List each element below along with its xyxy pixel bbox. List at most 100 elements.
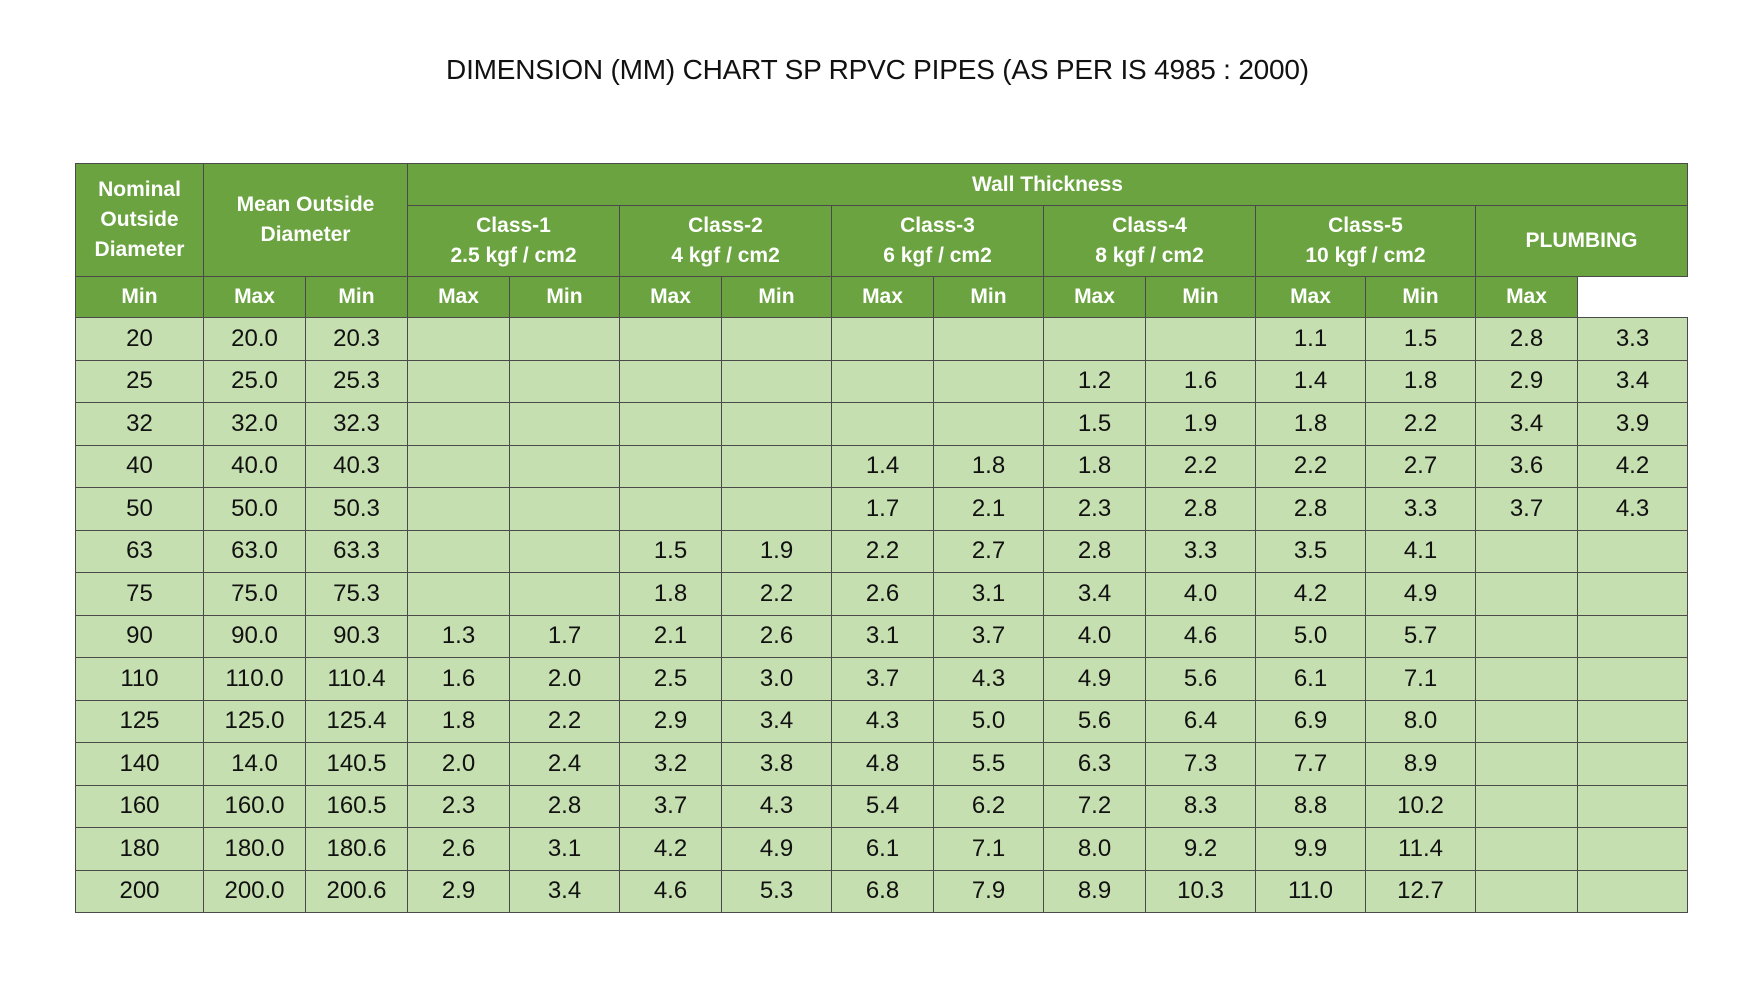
table-cell: 3.4 [1577, 359, 1688, 403]
table-cell: 75.3 [305, 572, 408, 616]
table-cell: 110.4 [305, 657, 408, 701]
table-cell: 3.2 [619, 742, 722, 786]
table-cell: 6.8 [831, 869, 934, 913]
table-cell: 1.5 [1365, 317, 1476, 361]
class-name: Class-5 [1328, 214, 1403, 237]
table-cell [509, 487, 620, 531]
table-cell: 1.8 [1043, 444, 1146, 488]
table-cell: 3.1 [509, 827, 620, 871]
table-body: 20 20.0 20.3 1.1 1.5 2.8 3.3 25 25.0 25.3 1.2 1.6 1.… [75, 317, 1688, 913]
table-cell: 4.3 [933, 657, 1044, 701]
table-cell: 200.6 [305, 869, 408, 913]
table-cell: 8.0 [1365, 699, 1476, 743]
header-max: Max [407, 276, 510, 318]
table-cell [509, 444, 620, 488]
class-name: Class-2 [688, 214, 763, 237]
table-row: 125 125.0 125.4 1.8 2.2 2.9 3.4 4.3 5.0 5.6 6.4 6.9… [75, 699, 1688, 743]
table-cell: 40.3 [305, 444, 408, 488]
table-cell [831, 317, 934, 361]
header-max: Max [831, 276, 934, 318]
table-cell: 3.1 [933, 572, 1044, 616]
table-cell: 9.9 [1255, 827, 1366, 871]
table-cell: 1.8 [407, 699, 510, 743]
table-cell: 125.0 [203, 699, 306, 743]
header-mean-line: Diameter [260, 223, 351, 246]
table-cell: 2.8 [509, 784, 620, 828]
nominal-diameter-cell: 20 [75, 317, 204, 361]
table-row: 160 160.0 160.5 2.3 2.8 3.7 4.3 5.4 6.2 7.2 8.3 8.8… [75, 784, 1688, 828]
table-cell: 3.4 [721, 699, 832, 743]
table-cell: 8.9 [1043, 869, 1146, 913]
table-cell [721, 359, 832, 403]
table-cell: 50.0 [203, 487, 306, 531]
table-cell: 1.3 [407, 614, 510, 658]
table-cell: 3.7 [933, 614, 1044, 658]
table-cell [1577, 869, 1688, 913]
table-cell [509, 529, 620, 573]
header-max: Max [1475, 276, 1578, 318]
class-pressure: 2.5 kgf / cm2 [450, 244, 577, 267]
header-class-2: Class-2 4 kgf / cm2 [619, 205, 832, 277]
table-row: 140 14.0 140.5 2.0 2.4 3.2 3.8 4.8 5.5 6.3 7.3 7.7 8… [75, 742, 1688, 786]
header-nominal-line: Outside [100, 208, 179, 231]
table-cell: 5.0 [1255, 614, 1366, 658]
table-cell: 90.0 [203, 614, 306, 658]
table-cell: 4.1 [1365, 529, 1476, 573]
header-nominal-line: Nominal [98, 178, 181, 201]
table-cell [509, 572, 620, 616]
table-cell [1577, 657, 1688, 701]
table-cell: 2.7 [1365, 444, 1476, 488]
table-cell: 9.2 [1145, 827, 1256, 871]
table-cell: 1.9 [1145, 402, 1256, 446]
table-cell: 1.5 [619, 529, 722, 573]
table-cell: 3.7 [1475, 487, 1578, 531]
table-cell [407, 487, 510, 531]
table-cell: 2.3 [407, 784, 510, 828]
table-cell: 4.9 [1365, 572, 1476, 616]
table-cell: 1.8 [619, 572, 722, 616]
table-cell: 140.5 [305, 742, 408, 786]
table-cell: 3.7 [831, 657, 934, 701]
dimension-table: Nominal Outside Diameter Mean Outside Di… [75, 163, 1688, 913]
table-cell: 2.1 [933, 487, 1044, 531]
table-cell: 7.7 [1255, 742, 1366, 786]
table-cell: 3.7 [619, 784, 722, 828]
table-cell [619, 487, 722, 531]
table-cell: 5.4 [831, 784, 934, 828]
table-cell: 3.6 [1475, 444, 1578, 488]
table-cell: 5.3 [721, 869, 832, 913]
table-cell [1577, 784, 1688, 828]
table-cell: 1.7 [509, 614, 620, 658]
table-cell: 2.6 [721, 614, 832, 658]
nominal-diameter-cell: 200 [75, 869, 204, 913]
table-cell: 1.8 [1365, 359, 1476, 403]
table-cell [1577, 529, 1688, 573]
table-cell [933, 402, 1044, 446]
table-cell: 2.3 [1043, 487, 1146, 531]
table-row: 180 180.0 180.6 2.6 3.1 4.2 4.9 6.1 7.1 8.0 9.2 9.9… [75, 827, 1688, 871]
nominal-diameter-cell: 25 [75, 359, 204, 403]
table-cell [619, 402, 722, 446]
table-cell [1145, 317, 1256, 361]
table-cell [619, 444, 722, 488]
table-cell: 3.4 [509, 869, 620, 913]
table-cell: 1.4 [831, 444, 934, 488]
table-cell: 10.2 [1365, 784, 1476, 828]
table-cell [721, 487, 832, 531]
table-cell: 6.2 [933, 784, 1044, 828]
table-cell [831, 402, 934, 446]
header-nominal-line: Diameter [94, 238, 185, 261]
table-row: 75 75.0 75.3 1.8 2.2 2.6 3.1 3.4 4.0 4.2 4.9 [75, 572, 1688, 616]
header-min: Min [1365, 276, 1476, 318]
table-cell: 10.3 [1145, 869, 1256, 913]
table-cell: 3.8 [721, 742, 832, 786]
table-cell [933, 317, 1044, 361]
header-max: Max [1255, 276, 1366, 318]
table-cell: 2.8 [1043, 529, 1146, 573]
table-row: 25 25.0 25.3 1.2 1.6 1.4 1.8 2.9 3.4 [75, 359, 1688, 403]
table-row: 32 32.0 32.3 1.5 1.9 1.8 2.2 3.4 3.9 [75, 402, 1688, 446]
table-cell [407, 572, 510, 616]
table-cell: 180.6 [305, 827, 408, 871]
header-mean-line: Mean Outside [236, 193, 375, 216]
table-cell [831, 359, 934, 403]
